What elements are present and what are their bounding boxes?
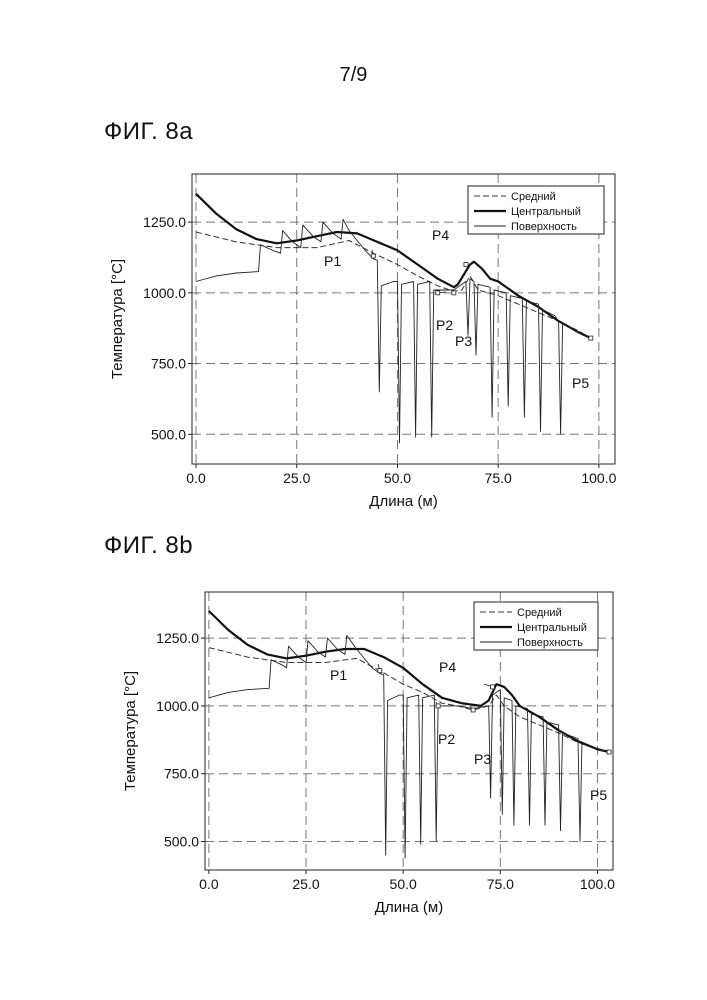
x-tick-label: 25.0 (292, 876, 319, 892)
x-tick-label: 50.0 (384, 470, 411, 486)
annotation-marker (435, 290, 441, 296)
page-number: 7/9 (339, 64, 368, 86)
annotation-label: P2 (436, 317, 453, 333)
annotation-marker (470, 707, 476, 713)
y-tick-label: 1000.0 (156, 698, 199, 714)
x-tick-label: 100.0 (581, 470, 616, 486)
annotation-label: P5 (572, 375, 589, 391)
y-axis-label: Температура [°C] (122, 671, 139, 791)
annotation-marker (463, 262, 469, 267)
legend-label: Поверхность (511, 221, 577, 233)
x-tick-label: 0.0 (186, 470, 206, 486)
annotation-marker (370, 253, 376, 259)
plot-frame (204, 591, 614, 871)
x-tick-label: 75.0 (485, 470, 512, 486)
annotation-marker (377, 668, 383, 674)
annotation-marker (490, 684, 495, 690)
x-tick-label: 100.0 (580, 876, 615, 892)
y-tick-label: 1250.0 (143, 214, 186, 230)
legend-label: Средний (511, 191, 556, 203)
y-axis-label: Температура [°C] (109, 259, 126, 379)
series-line-3 (208, 634, 610, 859)
annotation-label: P3 (455, 333, 472, 349)
figure-label-8a: ФИГ. 8a (104, 118, 194, 145)
legend-label: Средний (517, 607, 562, 619)
figure-label-8b: ФИГ. 8b (104, 532, 194, 559)
chart-fig-8b: 0.0 25.0 50.0 75.0 100.0 500.0 750.0 1000.0 1250… (122, 591, 615, 916)
legend-label: Центральный (517, 622, 587, 634)
annotation-label: P4 (439, 659, 456, 675)
series-line-1 (208, 647, 610, 753)
y-tick-label: 1000.0 (143, 285, 186, 301)
y-tick-label: 750.0 (151, 356, 186, 372)
x-axis-label: Длина (м) (369, 493, 437, 510)
annotation-marker (606, 749, 612, 755)
x-axis-label: Длина (м) (375, 899, 443, 916)
legend-label: Поверхность (517, 637, 583, 649)
x-tick-label: 75.0 (487, 876, 514, 892)
chart-fig-8a: 0.0 25.0 50.0 75.0 100.0 500.0 750.0 1000.0 1250… (109, 173, 617, 510)
x-tick-label: 0.0 (199, 876, 219, 892)
annotation-label: P1 (324, 253, 341, 269)
annotation-label: P3 (474, 751, 491, 767)
x-tick-label: 25.0 (283, 470, 310, 486)
y-tick-label: 1250.0 (156, 630, 199, 646)
series-line-2 (195, 193, 592, 340)
series-line-2 (208, 610, 610, 754)
annotation-label: P5 (590, 787, 607, 803)
y-tick-label: 500.0 (151, 426, 186, 442)
plot-frame (191, 173, 616, 465)
annotation-marker (588, 335, 594, 341)
annotation-label: P1 (330, 667, 347, 683)
y-tick-label: 500.0 (164, 834, 199, 850)
x-tick-label: 50.0 (390, 876, 417, 892)
annotation-marker (435, 703, 441, 709)
y-tick-label: 750.0 (164, 766, 199, 782)
legend-label: Центральный (511, 206, 581, 218)
annotation-marker (451, 290, 457, 296)
annotation-label: P4 (432, 227, 449, 243)
series-line-3 (195, 218, 591, 444)
annotation-label: P2 (438, 731, 455, 747)
